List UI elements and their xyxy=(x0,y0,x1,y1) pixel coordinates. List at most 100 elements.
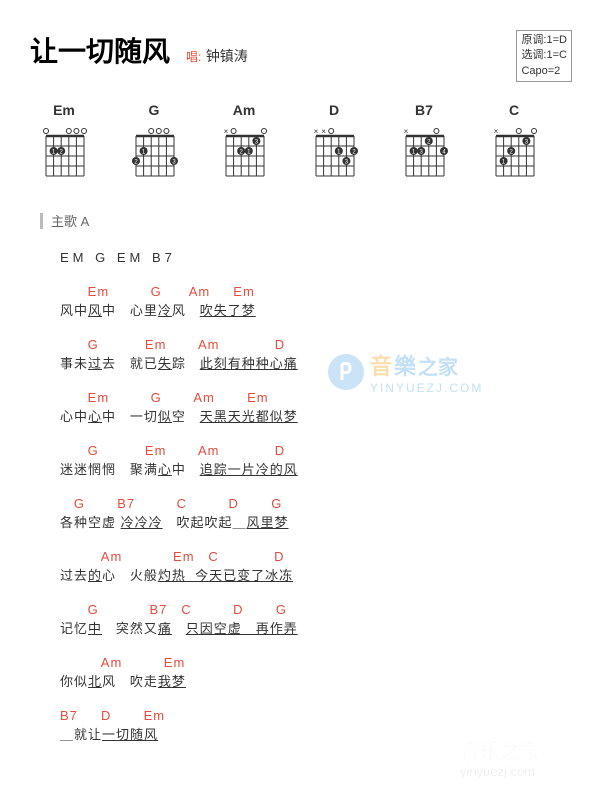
chord-line: G B7 C D G xyxy=(60,600,572,620)
lyric-fragment: 中 一切 xyxy=(102,409,158,424)
chord-diagram: G 123 xyxy=(124,102,184,187)
lyric-fragment: 过去 xyxy=(60,568,88,583)
lyric-fragment: 热 今天已变了冰冻 xyxy=(172,568,293,583)
lyric-line-pair: Em G Am Em风中风中 心里冷风 吹失了梦 xyxy=(60,282,572,321)
lyric-line: ＿就让一切随风 xyxy=(60,725,572,745)
lyric-fragment: 心中 xyxy=(60,409,88,424)
header: 让一切随风 唱: 钟镇涛 原调: 1=D 选调: 1=C Capo=2 xyxy=(30,30,572,82)
chord-name-label: B7 xyxy=(415,102,433,118)
chord-line: Am Em C D xyxy=(60,547,572,567)
lyric-line: 心中心中 一切似空 天黑天光都似梦 xyxy=(60,407,572,427)
lyric-line-pair: Em G Am Em心中心中 一切似空 天黑天光都似梦 xyxy=(60,388,572,427)
chord-diagram: D ××123 xyxy=(304,102,364,187)
chord-grid: ××123 xyxy=(306,122,362,187)
lyric-fragment: 风里梦 xyxy=(246,515,288,530)
section-label: 主歌 A xyxy=(40,211,572,230)
lyric-fragment: 中 xyxy=(172,462,200,477)
lyric-fragment: 中 xyxy=(88,621,102,636)
lyric-line: 事未过去 就已失踪 此刻有种种心痛 xyxy=(60,354,572,374)
chord-diagram: B7×1234 xyxy=(394,102,454,187)
chord-grid: ×123 xyxy=(216,122,272,187)
chord-line: G Em Am D xyxy=(60,441,572,461)
lyric-fragment: 迷迷惘惘 聚满 xyxy=(60,462,158,477)
lyric-fragment: 北 xyxy=(88,674,102,689)
lyric-fragment: 空 xyxy=(172,409,200,424)
lyric-fragment: 去 就已 xyxy=(102,356,158,371)
capo-value: Capo=2 xyxy=(521,64,560,79)
lyric-fragment: 此刻有种种心痛 xyxy=(200,356,298,371)
chord-grid: 12 xyxy=(36,122,92,187)
lyric-line: 记忆中 突然又痛 只因空虚＿再作弄 xyxy=(60,619,572,639)
lyric-fragment: 突然又 xyxy=(102,621,158,636)
svg-text:×: × xyxy=(321,127,326,136)
sel-key-label: 选调: xyxy=(521,48,546,63)
lyric-fragment xyxy=(172,621,186,636)
chord-diagrams-row: Em12G123Am×123D××123B7×1234C×123 xyxy=(34,102,572,187)
orig-key-value: 1=D xyxy=(547,33,568,48)
lyric-line-pair: G B7 C D G记忆中 突然又痛 只因空虚＿再作弄 xyxy=(60,600,572,639)
lyric-fragment: 只因空虚＿再作弄 xyxy=(186,621,298,636)
song-title: 让一切随风 xyxy=(30,30,170,70)
chord-name-label: D xyxy=(329,102,339,118)
lyric-line: 过去的心 火般灼热 今天已变了冰冻 xyxy=(60,566,572,586)
lyric-fragment: 我 xyxy=(158,674,172,689)
orig-key-row: 原调: 1=D xyxy=(521,33,567,48)
svg-text:×: × xyxy=(224,127,229,136)
chord-name-label: Am xyxy=(233,102,256,118)
chord-name-label: C xyxy=(509,102,519,118)
lyric-fragment: 中 心里 xyxy=(102,303,158,318)
lyric-fragment: 事未 xyxy=(60,356,88,371)
lyric-line: 各种空虚 冷冷冷 吹起吹起＿风里梦 xyxy=(60,513,572,533)
title-area: 让一切随风 唱: 钟镇涛 xyxy=(30,30,248,70)
lyric-fragment: 风 吹走 xyxy=(102,674,158,689)
chord-diagram: C×123 xyxy=(484,102,544,187)
lyric-fragment: 风中 xyxy=(60,303,88,318)
lyric-fragment: 风 xyxy=(172,303,200,318)
lyric-fragment: 冷 xyxy=(158,303,172,318)
lyric-fragment: 踪 xyxy=(172,356,200,371)
lyric-line: 你似北风 吹走我梦 xyxy=(60,672,572,692)
lyric-line-pair: Am Em你似北风 吹走我梦 xyxy=(60,653,572,692)
lyric-line-pair: G B7 C D G各种空虚 冷冷冷 吹起吹起＿风里梦 xyxy=(60,494,572,533)
intro-chords: EM G EM B7 xyxy=(60,248,572,268)
lyric-fragment: 吹失了梦 xyxy=(200,303,256,318)
capo-row: Capo=2 xyxy=(521,64,567,79)
lyric-line-pair: G Em Am D事未过去 就已失踪 此刻有种种心痛 xyxy=(60,335,572,374)
lyric-fragment: 吹起吹起＿ xyxy=(163,515,247,530)
lyric-line-pair: B7 D Em＿就让一切随风 xyxy=(60,706,572,745)
sel-key-value: 1=C xyxy=(547,48,568,63)
lyric-fragment: 记忆 xyxy=(60,621,88,636)
artist-name: 钟镇涛 xyxy=(206,48,248,64)
orig-key-label: 原调: xyxy=(521,33,546,48)
chord-line: Em G Am Em xyxy=(60,388,572,408)
lyric-fragment: 你似 xyxy=(60,674,88,689)
chord-line: G B7 C D G xyxy=(60,494,572,514)
lyrics-area: EM G EM B7 Em G Am Em风中风中 心里冷风 吹失了梦 G Em… xyxy=(60,248,572,745)
lyric-fragment: 梦 xyxy=(172,674,186,689)
svg-text:×: × xyxy=(404,127,409,136)
svg-text:×: × xyxy=(494,127,499,136)
chord-name-label: Em xyxy=(53,102,75,118)
lyric-fragment: 失 xyxy=(158,356,172,371)
svg-text:yinyuezj.com: yinyuezj.com xyxy=(460,764,535,779)
chord-line: Am Em xyxy=(60,653,572,673)
lyric-fragment: 的 xyxy=(88,568,102,583)
artist-block: 唱: 钟镇涛 xyxy=(186,46,248,66)
lyric-fragment: 灼 xyxy=(158,568,172,583)
chord-line: G Em Am D xyxy=(60,335,572,355)
lyric-fragment: 切随风 xyxy=(116,727,158,742)
chord-name-label: G xyxy=(149,102,160,118)
lyric-line: 风中风中 心里冷风 吹失了梦 xyxy=(60,301,572,321)
chord-grid: 123 xyxy=(126,122,182,187)
lyric-fragment: 风 xyxy=(88,303,102,318)
lyric-fragment: 天黑天光都似梦 xyxy=(200,409,298,424)
lyric-fragment: 心 火般 xyxy=(102,568,158,583)
lyric-fragment: 心 xyxy=(158,462,172,477)
lyric-line: 迷迷惘惘 聚满心中 追踪一片冷的风 xyxy=(60,460,572,480)
lyric-fragment: 冷冷冷 xyxy=(121,515,163,530)
lyric-fragment: ＿就让 xyxy=(60,727,102,742)
sel-key-row: 选调: 1=C xyxy=(521,48,567,63)
lyric-fragment: 一 xyxy=(102,727,116,742)
section-bar-icon xyxy=(40,213,43,229)
section-text: 主歌 A xyxy=(51,211,89,230)
